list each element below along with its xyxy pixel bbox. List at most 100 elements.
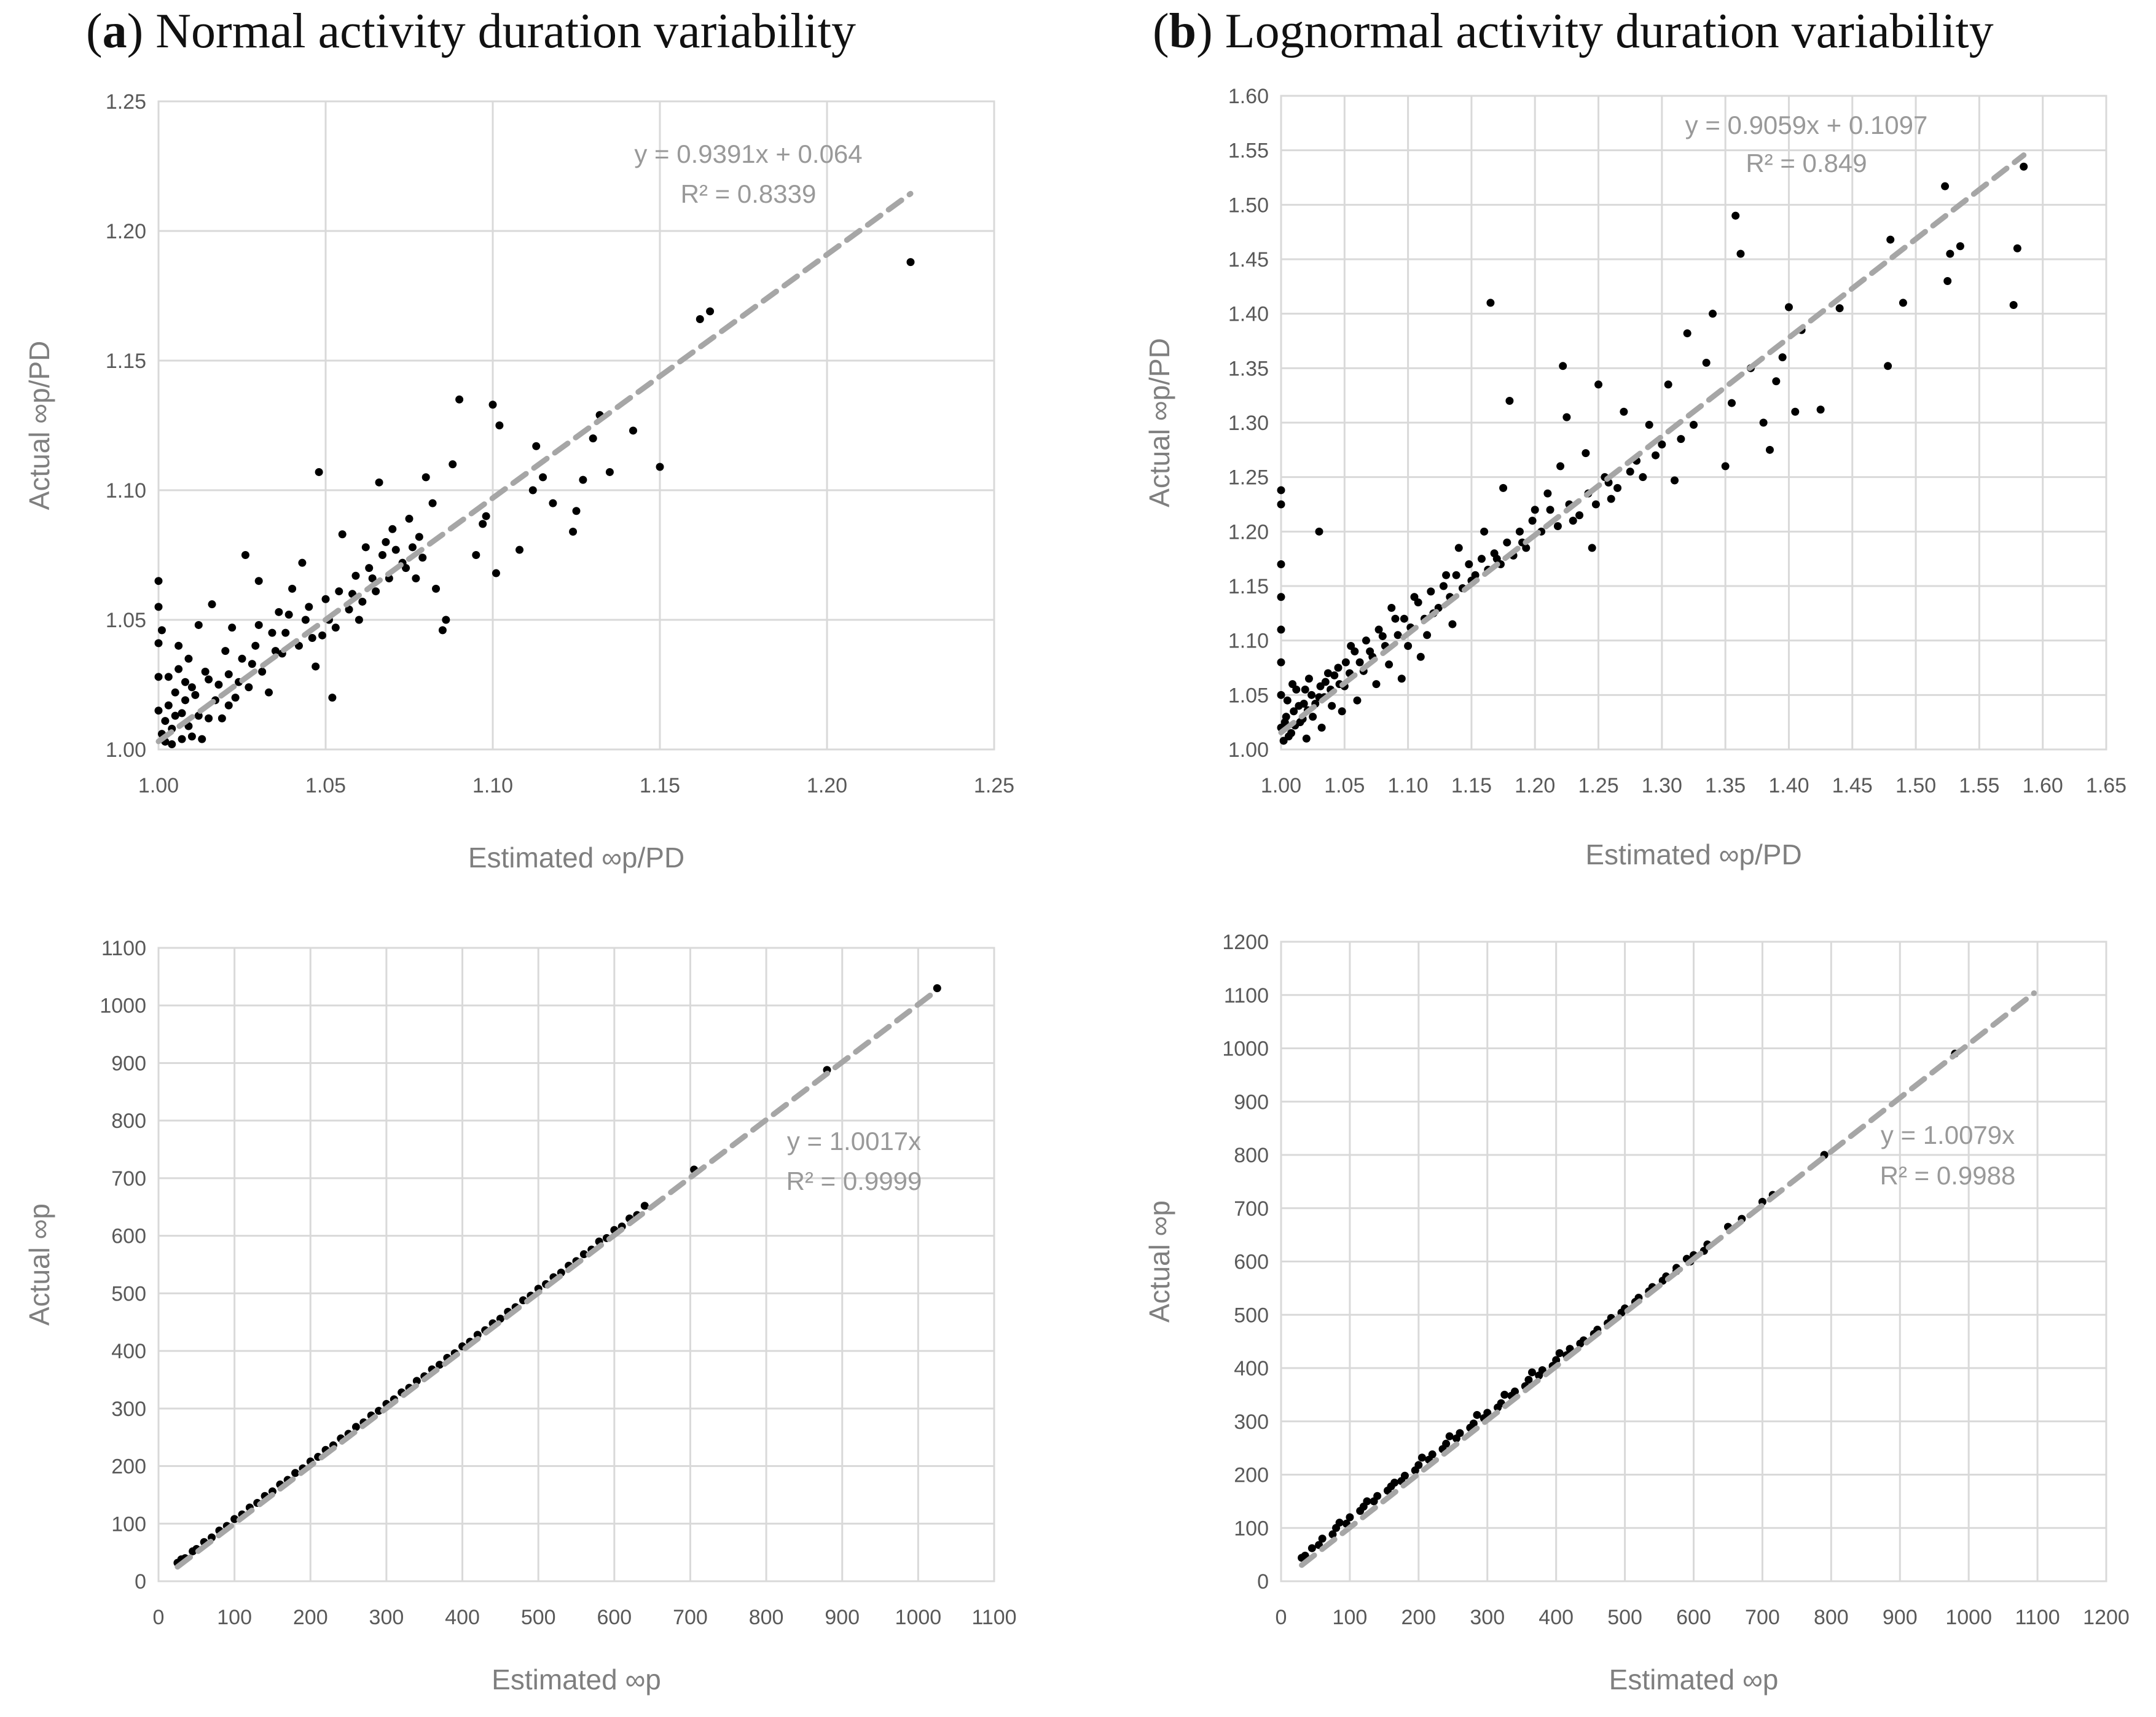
data-point bbox=[375, 478, 383, 487]
data-point bbox=[1452, 1434, 1460, 1443]
trendline bbox=[1299, 990, 2037, 1568]
x-tick-label: 1.20 bbox=[807, 774, 847, 797]
data-point bbox=[528, 486, 537, 495]
x-tick-label: 1.55 bbox=[1959, 774, 1999, 797]
y-tick-label: 1.00 bbox=[1228, 738, 1269, 762]
data-point bbox=[1727, 399, 1736, 407]
panel-b-title: (b) Lognormal activity duration variabil… bbox=[1153, 4, 1994, 58]
panel-a-title-text: Normal activity duration variability bbox=[143, 4, 856, 58]
data-point bbox=[154, 603, 163, 611]
data-point bbox=[402, 564, 410, 573]
data-point bbox=[154, 706, 163, 715]
data-point bbox=[1277, 625, 1285, 634]
data-point bbox=[241, 551, 249, 559]
data-point bbox=[1346, 1513, 1354, 1522]
data-point bbox=[1283, 696, 1292, 705]
y-tick-label: 200 bbox=[111, 1455, 146, 1479]
x-tick-label: 1000 bbox=[1945, 1606, 1992, 1629]
x-tick-label: 200 bbox=[1401, 1606, 1436, 1629]
x-tick-label: 1.25 bbox=[974, 774, 1014, 797]
data-point bbox=[1731, 211, 1740, 220]
data-point bbox=[1309, 713, 1317, 721]
data-point bbox=[1355, 658, 1364, 667]
data-point bbox=[1765, 445, 1774, 454]
data-point bbox=[1899, 299, 1907, 307]
chart-a-top: 1.00 1.05 1.10 1.15 1.20 1.25 1.00 1.05 1.10 1.15… bbox=[23, 90, 1014, 874]
data-point bbox=[1943, 276, 1952, 285]
data-point bbox=[532, 442, 541, 450]
data-point bbox=[1736, 249, 1745, 258]
data-point bbox=[412, 1377, 421, 1385]
y-tick-label: 1100 bbox=[1224, 984, 1269, 1007]
r-squared-label: R² = 0.9999 bbox=[786, 1167, 922, 1195]
x-tick-label: 1.05 bbox=[1324, 774, 1365, 797]
data-point bbox=[174, 641, 183, 650]
y-tick-label: 100 bbox=[1234, 1517, 1269, 1540]
data-point bbox=[164, 673, 173, 681]
data-point bbox=[331, 624, 340, 632]
data-point bbox=[312, 662, 320, 671]
data-point bbox=[1445, 1432, 1454, 1441]
y-tick-label: 1.00 bbox=[106, 738, 146, 762]
data-point bbox=[1473, 1410, 1481, 1419]
data-point bbox=[224, 670, 233, 679]
x-tick-label: 600 bbox=[597, 1606, 632, 1629]
data-point bbox=[495, 421, 504, 429]
data-point bbox=[1390, 1479, 1399, 1487]
x-axis-title: Estimated ∞p/PD bbox=[1585, 839, 1801, 870]
data-point bbox=[1553, 522, 1562, 530]
y-tick-label: 700 bbox=[1234, 1197, 1269, 1221]
y-tick-label: 1.15 bbox=[106, 350, 146, 373]
y-tick-label: 1.20 bbox=[1228, 520, 1269, 544]
data-point bbox=[365, 564, 374, 573]
data-point bbox=[338, 530, 347, 539]
data-point bbox=[1277, 658, 1285, 667]
data-point bbox=[1772, 377, 1781, 386]
x-tick-label: 1100 bbox=[2015, 1606, 2060, 1629]
data-point bbox=[301, 616, 310, 624]
data-point bbox=[442, 616, 450, 624]
data-point bbox=[258, 667, 267, 676]
y-axis-title: Actual ∞p bbox=[23, 1203, 55, 1326]
data-point bbox=[161, 717, 170, 726]
data-point bbox=[1328, 1530, 1337, 1539]
y-tick-label: 0 bbox=[135, 1570, 146, 1594]
data-point bbox=[1946, 249, 1954, 258]
x-tick-label: 700 bbox=[1745, 1606, 1780, 1629]
data-point bbox=[205, 714, 213, 722]
y-axis-title: Actual ∞p/PD bbox=[23, 341, 55, 510]
data-point bbox=[218, 714, 226, 722]
x-tick-label: 200 bbox=[293, 1606, 328, 1629]
data-point bbox=[345, 605, 353, 614]
data-point bbox=[251, 641, 260, 650]
y-tick-label: 1.10 bbox=[106, 479, 146, 503]
data-point bbox=[388, 525, 397, 533]
x-tick-label: 0 bbox=[153, 1606, 165, 1629]
r-squared-label: R² = 0.8339 bbox=[681, 179, 817, 208]
data-point bbox=[355, 616, 363, 624]
y-axis-title: Actual ∞p/PD bbox=[1143, 338, 1175, 507]
data-point bbox=[224, 701, 233, 710]
trendline bbox=[1278, 152, 2027, 735]
data-point bbox=[1318, 1535, 1327, 1543]
y-tick-label: 1.35 bbox=[1228, 357, 1269, 380]
data-point bbox=[1588, 544, 1596, 552]
data-point bbox=[1298, 1554, 1306, 1562]
x-tick-label: 1.50 bbox=[1895, 774, 1936, 797]
data-point bbox=[1645, 421, 1653, 429]
data-point bbox=[1708, 310, 1717, 318]
data-point bbox=[1335, 1519, 1344, 1527]
data-point bbox=[1374, 625, 1383, 634]
y-tick-label: 1200 bbox=[1222, 931, 1269, 954]
data-point bbox=[1439, 582, 1448, 590]
data-point bbox=[1387, 603, 1396, 612]
y-tick-label: 1.50 bbox=[1228, 194, 1269, 217]
data-point bbox=[1721, 462, 1730, 471]
x-tick-label: 500 bbox=[1607, 1606, 1642, 1629]
data-point bbox=[281, 628, 290, 637]
x-tick-label: 1.65 bbox=[2086, 774, 2127, 797]
data-point bbox=[268, 628, 276, 637]
data-point bbox=[1607, 495, 1615, 503]
data-point bbox=[418, 553, 427, 562]
data-point bbox=[1307, 690, 1316, 699]
